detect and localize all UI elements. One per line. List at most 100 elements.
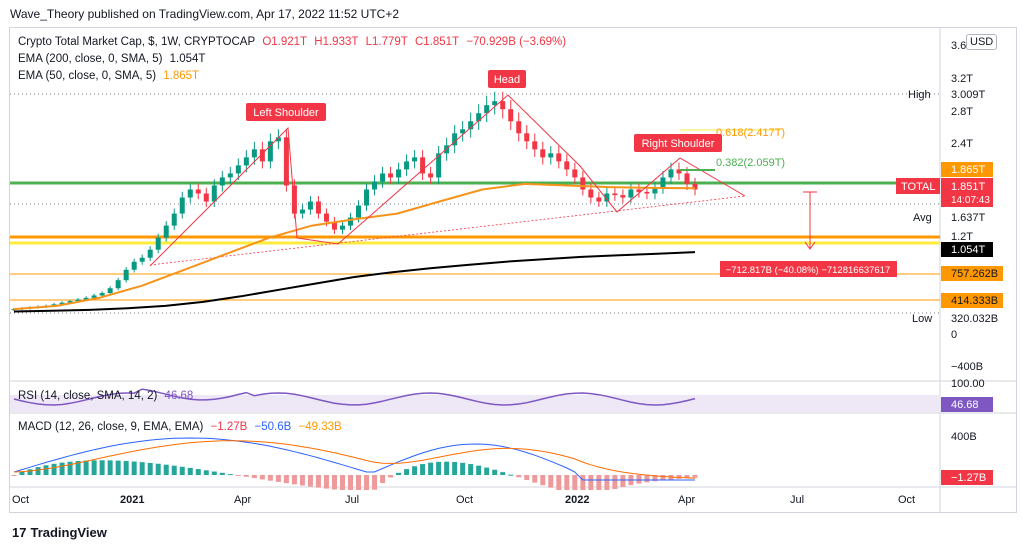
head-shoulders-outline[interactable] xyxy=(149,94,746,267)
candle[interactable] xyxy=(227,173,233,178)
candle[interactable] xyxy=(347,217,353,226)
candle[interactable] xyxy=(572,169,578,178)
candle[interactable] xyxy=(692,183,698,190)
candle[interactable] xyxy=(91,295,97,298)
ema200-line[interactable] xyxy=(13,251,696,313)
candle[interactable] xyxy=(556,153,562,162)
candle[interactable] xyxy=(652,187,658,194)
candle[interactable] xyxy=(235,165,241,174)
candle[interactable] xyxy=(147,249,153,258)
candle[interactable] xyxy=(139,257,145,262)
candle[interactable] xyxy=(219,177,225,186)
right-shoulder-tag[interactable] xyxy=(634,134,722,152)
candle[interactable] xyxy=(115,280,121,289)
candle[interactable] xyxy=(195,189,201,194)
candle[interactable] xyxy=(628,189,634,198)
candle[interactable] xyxy=(299,209,305,214)
candle[interactable] xyxy=(275,137,281,142)
candle[interactable] xyxy=(123,269,129,281)
candle[interactable] xyxy=(644,191,650,194)
candle[interactable] xyxy=(452,133,458,146)
candle[interactable] xyxy=(676,169,682,174)
candle[interactable] xyxy=(540,149,546,158)
ema50-line[interactable] xyxy=(13,182,696,311)
candle[interactable] xyxy=(155,237,161,250)
candle[interactable] xyxy=(331,221,337,230)
avg-value: 1.637T xyxy=(951,212,986,224)
candle[interactable] xyxy=(283,137,289,186)
currency-button[interactable]: USD xyxy=(966,34,998,50)
candle[interactable] xyxy=(243,157,249,166)
candle[interactable] xyxy=(524,133,530,142)
measure-tag[interactable] xyxy=(720,261,897,277)
candle[interactable] xyxy=(315,201,321,214)
rsi-line[interactable] xyxy=(13,388,696,406)
candle[interactable] xyxy=(267,141,273,162)
candle[interactable] xyxy=(11,309,17,311)
candle[interactable] xyxy=(83,297,89,300)
candle[interactable] xyxy=(372,181,378,190)
candle[interactable] xyxy=(476,113,482,122)
candle[interactable] xyxy=(259,149,265,162)
rsi-legend[interactable]: RSI (14, close, SMA, 14, 2) 46.68 xyxy=(18,390,197,402)
candle[interactable] xyxy=(468,121,474,130)
ema200-legend[interactable]: EMA (200, close, 0, SMA, 5) 1.054T xyxy=(18,53,209,65)
candle[interactable] xyxy=(107,288,113,294)
candle[interactable] xyxy=(548,153,554,158)
candle[interactable] xyxy=(187,189,193,198)
candle[interactable] xyxy=(323,213,329,222)
candle[interactable] xyxy=(580,177,586,190)
candle[interactable] xyxy=(596,197,602,202)
candle[interactable] xyxy=(396,169,402,178)
candle[interactable] xyxy=(380,173,386,182)
left-shoulder-tag[interactable] xyxy=(246,103,326,121)
candle[interactable] xyxy=(75,299,81,302)
candle[interactable] xyxy=(428,173,434,178)
candle[interactable] xyxy=(588,189,594,198)
candle[interactable] xyxy=(604,193,610,202)
candle[interactable] xyxy=(99,293,105,296)
candle[interactable] xyxy=(171,213,177,226)
candle[interactable] xyxy=(339,225,345,230)
macd-legend[interactable]: MACD (12, 26, close, 9, EMA, EMA) −1.27B… xyxy=(18,421,346,433)
candle[interactable] xyxy=(67,301,73,303)
head-label: Head xyxy=(494,74,520,86)
candle[interactable] xyxy=(307,201,313,210)
ema50-legend[interactable]: EMA (50, close, 0, SMA, 5) 1.865T xyxy=(18,70,203,82)
candle[interactable] xyxy=(564,161,570,170)
candle[interactable] xyxy=(211,185,217,202)
head-tag[interactable] xyxy=(488,70,526,88)
candle[interactable] xyxy=(364,189,370,206)
candle[interactable] xyxy=(660,177,666,188)
candle[interactable] xyxy=(460,129,466,134)
candle[interactable] xyxy=(492,101,498,106)
candle[interactable] xyxy=(516,121,522,134)
candle[interactable] xyxy=(203,193,209,202)
candle[interactable] xyxy=(356,205,362,218)
candle[interactable] xyxy=(612,193,618,196)
candle[interactable] xyxy=(620,195,626,198)
candle[interactable] xyxy=(484,105,490,114)
candle[interactable] xyxy=(51,304,57,306)
main-legend[interactable]: Crypto Total Market Cap, $, 1W, CRYPTOCA… xyxy=(18,36,570,48)
candle[interactable] xyxy=(131,261,137,270)
candle[interactable] xyxy=(532,141,538,150)
candle[interactable] xyxy=(668,169,674,178)
candle[interactable] xyxy=(291,185,297,214)
candle[interactable] xyxy=(59,302,65,305)
candle[interactable] xyxy=(404,161,410,170)
candle[interactable] xyxy=(508,109,514,122)
candle[interactable] xyxy=(388,173,394,178)
candle[interactable] xyxy=(420,157,426,174)
candle[interactable] xyxy=(684,173,690,184)
candle[interactable] xyxy=(251,149,257,158)
candle[interactable] xyxy=(500,101,506,110)
candle[interactable] xyxy=(412,157,418,162)
signal-line[interactable] xyxy=(13,440,696,479)
candle[interactable] xyxy=(636,189,642,192)
candle[interactable] xyxy=(436,153,442,178)
candle[interactable] xyxy=(179,197,185,214)
candle[interactable] xyxy=(163,225,169,238)
macd-line[interactable] xyxy=(13,437,695,481)
